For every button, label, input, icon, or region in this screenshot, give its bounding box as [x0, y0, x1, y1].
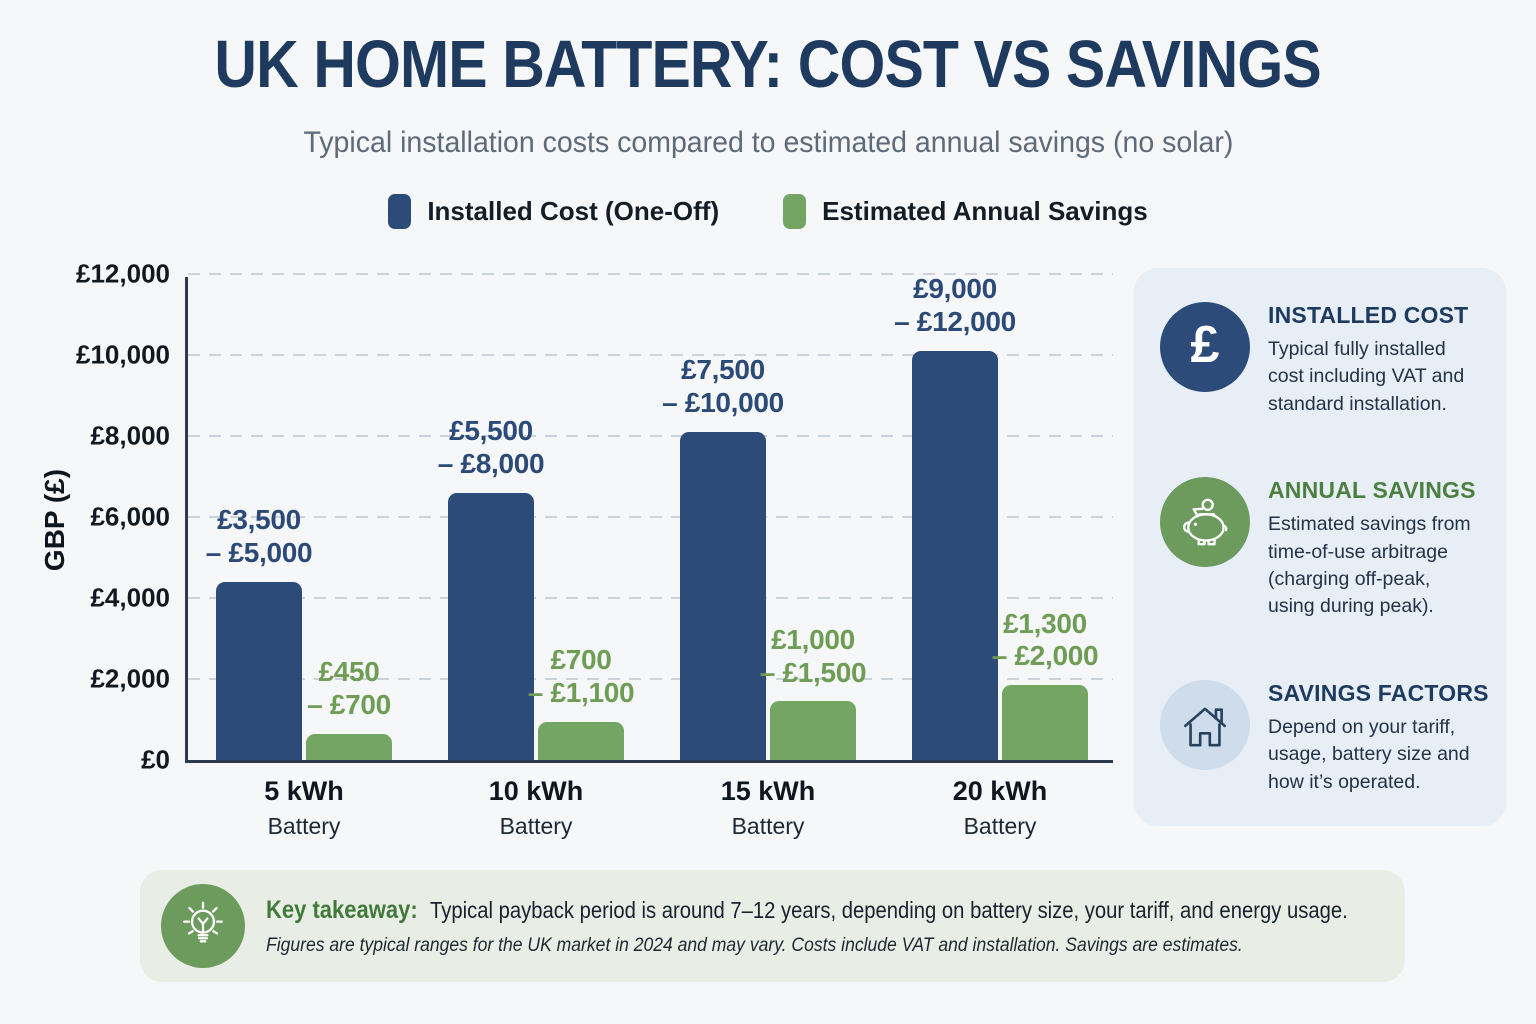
value-label-savings-5kwh: £450 – £700	[307, 656, 391, 720]
bar-group-10kwh: £5,500 – £8,000 £700 – £1,100 10 kWh Batter…	[420, 277, 652, 839]
category-sublabel: Battery	[267, 813, 341, 839]
sidebar-item-body: Estimated savings from time-of-use arbit…	[1268, 513, 1471, 618]
bar-savings-15kwh	[770, 701, 856, 760]
bar-cost-5kwh	[216, 581, 302, 760]
legend-label-installed-cost: Installed Cost (One-Off)	[427, 196, 720, 226]
sidebar-item-body: Depend on your tariff, usage, battery si…	[1268, 716, 1470, 793]
takeaway-main-text: Typical payback period is around 7–12 ye…	[429, 896, 1348, 923]
gridline-2000	[188, 678, 1113, 680]
sidebar-item-title: SAVINGS FACTORS	[1268, 680, 1489, 707]
category-label: 20 kWh	[952, 776, 1048, 806]
piggy-bank-icon	[1160, 477, 1250, 568]
y-tick-label: £10,000	[76, 339, 170, 370]
y-tick-label: £2,000	[90, 663, 170, 694]
sidebar-item-text: INSTALLED COST Typical fully installed c…	[1268, 302, 1480, 418]
category-sublabel: Battery	[963, 813, 1037, 839]
value-label-savings-20kwh: £1,300 – £2,000	[991, 607, 1099, 672]
y-tick-label: £8,000	[90, 420, 170, 451]
lightbulb-glyph	[183, 901, 223, 943]
gridline-6000	[188, 516, 1113, 518]
pound-glyph: £	[1190, 316, 1220, 374]
bar-group-20kwh: £9,000 – £12,000 £1,300 – £2,000 20 kWh Bat…	[884, 273, 1116, 839]
bar-savings-5kwh	[306, 733, 392, 760]
value-label-cost-5kwh: £3,500 – £5,000	[205, 504, 313, 569]
y-axis-title: GBP (£)	[39, 468, 70, 572]
category-sublabel: Battery	[731, 813, 805, 839]
takeaway-label: Key takeaway:	[266, 895, 418, 924]
key-takeaway-banner: Key takeaway: Typical payback period is a…	[140, 870, 1405, 982]
page-title: UK HOME BATTERY: COST VS SAVINGS	[214, 27, 1322, 102]
value-label-cost-15kwh: £7,500 – £10,000	[662, 354, 784, 419]
legend-item-installed-cost: Installed Cost (One-Off)	[388, 194, 719, 229]
house-glyph	[1184, 707, 1226, 747]
gridline-10000	[188, 354, 1113, 356]
legend-swatch-installed-cost	[388, 194, 412, 229]
legend-swatch-annual-savings	[783, 194, 807, 229]
bar-savings-10kwh	[538, 721, 624, 760]
legend-label-annual-savings: Estimated Annual Savings	[822, 196, 1148, 226]
sidebar-item-title: ANNUAL SAVINGS	[1268, 477, 1476, 504]
sidebar-item-annual-savings: ANNUAL SAVINGS Estimated savings from ti…	[1160, 477, 1480, 620]
info-sidebar: £ INSTALLED COST Typical fully installed…	[1134, 268, 1506, 826]
value-label-savings-10kwh: £700 – £1,100	[527, 644, 635, 708]
category-label: 10 kWh	[488, 776, 584, 806]
bar-group-15kwh: £7,500 – £10,000 £1,000 – £1,500 15 kWh Bat…	[652, 277, 884, 839]
sidebar-item-savings-factors: SAVINGS FACTORS Depend on your tariff, u…	[1160, 680, 1488, 796]
takeaway-line: Key takeaway: Typical payback period is a…	[266, 895, 1348, 925]
category-sublabel: Battery	[499, 813, 573, 839]
bar-chart: GBP (£) £0 £2,000 £4,000 £6,000 £8,000 £10,00…	[39, 259, 1116, 839]
gridline-4000	[188, 597, 1113, 599]
bar-cost-10kwh	[448, 492, 534, 760]
sidebar-item-installed-cost: £ INSTALLED COST Typical fully installed…	[1160, 302, 1480, 418]
house-icon	[1160, 680, 1250, 771]
sidebar-item-text: SAVINGS FACTORS Depend on your tariff, u…	[1268, 680, 1489, 796]
x-axis-label-20kwh: 20 kWh Battery	[884, 776, 1116, 840]
pound-icon: £	[1160, 302, 1250, 392]
bar-savings-20kwh	[1002, 685, 1088, 760]
sidebar-item-text: ANNUAL SAVINGS Estimated savings from ti…	[1268, 477, 1480, 620]
gridline-8000	[188, 435, 1113, 437]
takeaway-text-block: Key takeaway: Typical payback period is a…	[266, 870, 1389, 982]
bar-cost-20kwh	[912, 350, 998, 760]
plot-area: £0 £2,000 £4,000 £6,000 £8,000 £10,000 £12,000…	[76, 259, 1116, 839]
y-tick-label: £4,000	[90, 582, 170, 613]
subtitle-wrap: Typical installation costs compared to e…	[0, 126, 1536, 160]
piggy-bank-glyph	[1182, 499, 1228, 546]
x-axis-label-15kwh: 15 kWh Battery	[652, 776, 884, 840]
value-label-cost-10kwh: £5,500 – £8,000	[437, 415, 545, 479]
legend-item-annual-savings: Estimated Annual Savings	[783, 194, 1148, 229]
page-subtitle: Typical installation costs compared to e…	[303, 126, 1233, 159]
x-axis-label-5kwh: 5 kWh Battery	[188, 776, 420, 840]
category-label: 5 kWh	[264, 776, 344, 806]
gridline-12000	[188, 273, 1113, 275]
header: UK HOME BATTERY: COST VS SAVINGS	[0, 26, 1536, 103]
takeaway-footnote: Figures are typical ranges for the UK ma…	[266, 933, 1243, 956]
lightbulb-icon	[161, 884, 245, 968]
y-tick-label: £12,000	[76, 258, 170, 289]
chart-legend: Installed Cost (One-Off) Estimated Annua…	[0, 194, 1536, 229]
x-axis-label-10kwh: 10 kWh Battery	[420, 776, 652, 840]
value-label-savings-15kwh: £1,000 – £1,500	[759, 623, 867, 688]
sidebar-item-title: INSTALLED COST	[1268, 302, 1469, 328]
bar-cost-15kwh	[680, 431, 766, 760]
sidebar-item-body: Typical fully installed cost including V…	[1268, 338, 1465, 415]
y-tick-label: £0	[141, 744, 170, 775]
value-label-cost-20kwh: £9,000 – £12,000	[894, 273, 1016, 338]
bar-group-5kwh: £3,500 – £5,000 £450 – £700 5 kWh Battery	[188, 277, 420, 839]
y-tick-label: £6,000	[90, 501, 170, 532]
category-label: 15 kWh	[720, 776, 816, 806]
